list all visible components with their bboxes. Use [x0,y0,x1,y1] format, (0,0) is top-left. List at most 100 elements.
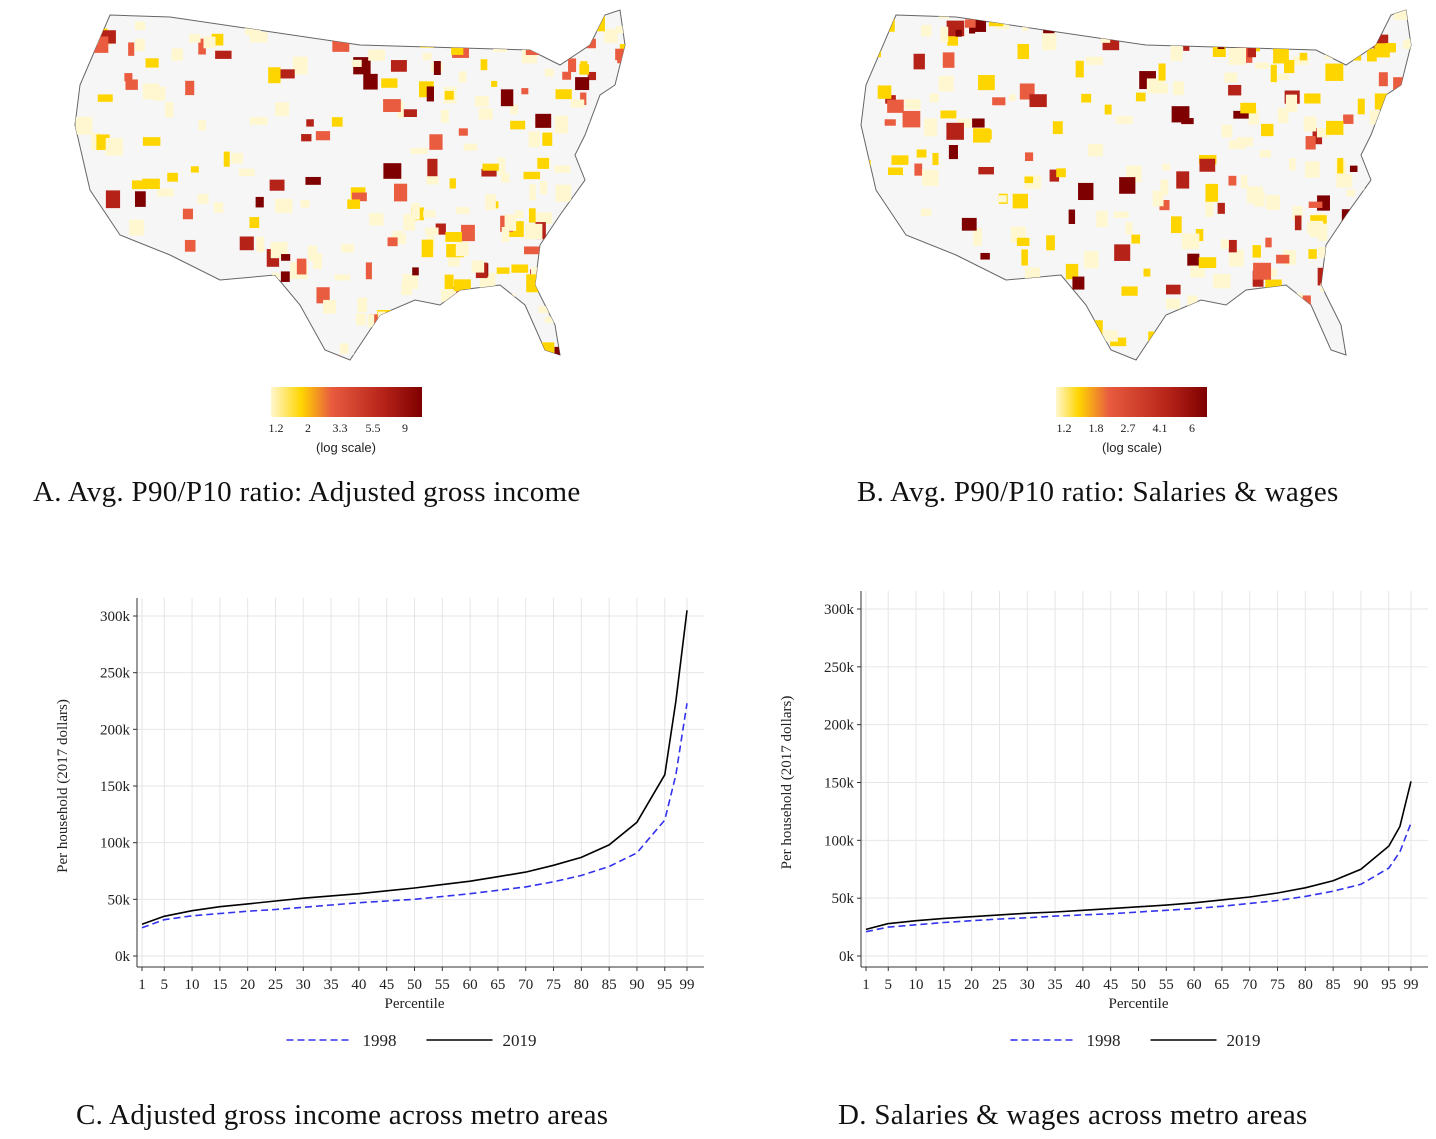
county [1220,239,1229,249]
county [1272,73,1290,80]
county [566,27,585,41]
county [433,61,441,76]
x-tick-label: 75 [1270,977,1285,993]
x-tick-label: 95 [1381,977,1396,993]
county [135,21,146,31]
county [620,283,625,293]
legend-label-1998: 1998 [363,1031,397,1050]
county [223,151,230,167]
county [969,23,976,34]
county [1270,64,1277,83]
county [469,335,481,352]
county [1382,132,1399,150]
county [1346,43,1362,61]
county [1265,237,1272,248]
county [1374,43,1390,58]
county [525,223,543,240]
county [1172,81,1184,96]
county [1262,342,1276,355]
county [1016,237,1030,246]
county [601,124,615,137]
x-tick-label: 15 [936,977,951,993]
county [602,119,610,137]
county [1217,33,1225,49]
county [80,215,98,225]
legend-note: (log scale) [1102,440,1162,455]
county [1350,316,1361,329]
county [1393,355,1407,360]
county [104,262,120,275]
county [560,238,579,255]
county [462,35,478,44]
county [600,183,613,190]
county [511,264,529,273]
county [142,178,160,190]
county [129,219,145,236]
county [84,17,96,35]
legend-tick: 1.2 [268,421,284,435]
county [1043,26,1055,39]
county [244,25,262,36]
county [1400,215,1410,224]
county [213,202,224,213]
county [591,188,603,204]
county [76,117,91,135]
county [565,17,580,25]
county [125,79,138,90]
county [334,274,350,281]
county [275,102,290,117]
county [1115,116,1133,124]
county [1166,323,1178,333]
county [1403,165,1411,177]
county [1248,109,1259,125]
x-axis-label: Percentile [385,996,445,1012]
county [1086,56,1104,66]
county [357,297,368,313]
y-tick-label: 200k [824,718,855,734]
county [1277,108,1289,124]
county [1369,110,1385,125]
county [992,97,1006,106]
county [555,89,572,100]
county [280,271,290,282]
y-tick-label: 250k [100,666,131,682]
county [501,338,518,347]
map-salaries-wages [860,9,1412,361]
county [1346,189,1356,197]
county [369,212,384,226]
county [493,43,508,52]
county [1231,350,1244,360]
county [1165,298,1180,310]
county [1187,295,1198,310]
county [978,167,994,175]
county [1254,357,1264,360]
county [1165,284,1181,295]
county [455,241,469,257]
county [453,279,471,292]
county [1401,216,1409,225]
county [943,358,959,360]
county [913,53,925,70]
county [884,119,896,126]
county [1285,319,1303,330]
county [255,290,273,304]
county [165,101,174,118]
county [964,19,976,28]
county [432,326,448,335]
county [1049,169,1060,182]
county [249,217,260,229]
county [437,318,449,334]
county [568,247,579,254]
county [368,49,385,61]
caption-c: C. Adjusted gross income across metro ar… [76,1099,609,1131]
county [1326,120,1344,135]
county [458,128,468,136]
county [131,180,145,190]
county [992,339,1010,357]
county [192,353,203,360]
county [128,42,135,56]
county [268,67,281,84]
county [331,117,343,127]
county [300,200,310,208]
county [145,58,159,68]
